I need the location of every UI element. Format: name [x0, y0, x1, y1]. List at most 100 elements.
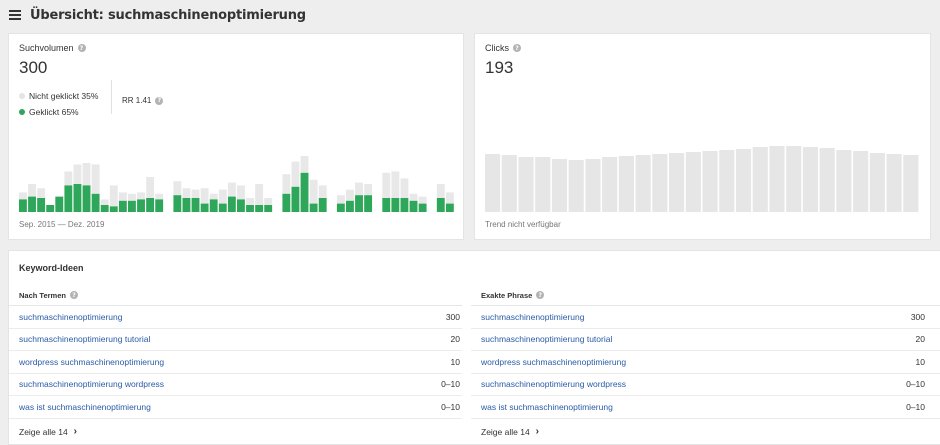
trend-bar [568, 160, 584, 212]
keyword-link[interactable]: suchmaschinenoptimierung wordpress [481, 379, 627, 390]
keyword-volume: 10 [915, 356, 925, 367]
keyword-link[interactable]: wordpress suchmaschinenoptimierung [19, 356, 165, 367]
bar-clicked [46, 205, 55, 212]
keyword-link[interactable]: was ist suchmaschinenoptimierung [19, 401, 151, 412]
keyword-volume: 0–10 [906, 379, 925, 390]
bar-clicked [364, 195, 373, 212]
bar-clicked [128, 200, 136, 212]
bar-not-clicked [37, 188, 46, 198]
bar-clicked [91, 193, 100, 212]
bar-not-clicked [246, 198, 254, 205]
bar-not-clicked [209, 193, 218, 200]
trend-bar [853, 151, 869, 212]
clicks-label: Clicks [485, 43, 509, 53]
trend-bar [685, 152, 701, 212]
not-clicked-dot-icon [19, 93, 25, 99]
bar-not-clicked [19, 192, 27, 200]
bar-clicked [309, 203, 318, 212]
legend-not-clicked-label: Nicht geklickt 35% [29, 91, 99, 101]
by-terms-column: Nach Termen ? suchmaschinenoptimierung 3… [9, 285, 462, 445]
bar-not-clicked [28, 184, 36, 197]
bar-clicked [64, 185, 73, 212]
chevron-right-icon: › [73, 426, 78, 437]
clicked-dot-icon [19, 109, 25, 115]
trend-bar [485, 154, 501, 212]
keyword-volume: 0–10 [441, 379, 460, 390]
bar-clicked [318, 198, 327, 212]
hamburger-menu-icon[interactable] [9, 10, 21, 20]
bar-clicked [400, 198, 409, 212]
rr-label: RR 1.41 [122, 96, 152, 105]
clicks-value: 193 [485, 58, 514, 77]
legend-divider [111, 80, 112, 114]
bar-clicked [291, 186, 300, 212]
search-volume-chart [19, 156, 454, 212]
show-all-button[interactable]: Zeige alle 14 › [9, 419, 462, 445]
help-icon[interactable]: ? [77, 44, 86, 52]
bar-clicked [418, 203, 427, 212]
keyword-ideas-card: Keyword-Ideen Nach Termen ? suchmaschine… [8, 250, 940, 445]
bar-clicked [37, 198, 46, 212]
by-terms-header: Nach Termen ? [9, 285, 462, 306]
table-row: wordpress suchmaschinenoptimierung 10 [471, 351, 940, 374]
bar-clicked [182, 198, 191, 212]
bar-not-clicked [200, 188, 209, 204]
bar-clicked [191, 198, 200, 212]
table-row: suchmaschinenoptimierung tutorial 20 [471, 329, 940, 351]
trend-bar [618, 156, 634, 212]
help-icon[interactable]: ? [536, 291, 545, 299]
keyword-link[interactable]: suchmaschinenoptimierung wordpress [19, 379, 165, 390]
bar-not-clicked [264, 198, 273, 205]
show-all-button[interactable]: Zeige alle 14 › [471, 419, 940, 445]
trend-bar [602, 157, 618, 212]
bar-clicked [209, 199, 218, 212]
keyword-volume: 10 [450, 356, 460, 367]
bar-clicked [173, 195, 182, 212]
trend-bar [702, 151, 718, 212]
table-row: suchmaschinenoptimierung wordpress 0–10 [471, 374, 940, 396]
legend-not-clicked: Nicht geklickt 35% [19, 88, 98, 104]
bar-clicked [109, 206, 118, 212]
bar-clicked [346, 200, 354, 212]
keyword-link[interactable]: suchmaschinenoptimierung tutorial [481, 334, 613, 345]
keyword-volume: 0–10 [441, 401, 460, 412]
keyword-link[interactable]: suchmaschinenoptimierung [19, 311, 123, 322]
bar-not-clicked [109, 185, 118, 207]
page-title: Übersicht: suchmaschinenoptimierung [30, 7, 306, 23]
table-row: suchmaschinenoptimierung 300 [9, 306, 462, 329]
table-row: suchmaschinenoptimierung 300 [471, 306, 940, 329]
bar-clicked [82, 185, 91, 212]
rr-metric: RR 1.41 ? [122, 96, 164, 105]
help-icon[interactable]: ? [69, 291, 78, 299]
help-icon[interactable]: ? [513, 44, 521, 52]
bar-clicked [255, 205, 264, 212]
bar-clicked [246, 205, 254, 212]
bar-not-clicked [118, 192, 127, 201]
bar-not-clicked [182, 188, 191, 198]
bar-not-clicked [218, 189, 227, 204]
keyword-link[interactable]: suchmaschinenoptimierung tutorial [19, 334, 151, 345]
bar-clicked [28, 196, 36, 212]
bar-not-clicked [400, 178, 409, 198]
keyword-volume: 20 [450, 334, 460, 345]
trend-bar [585, 159, 601, 212]
trend-bar [652, 154, 668, 212]
bar-clicked [264, 205, 273, 212]
keyword-link[interactable]: suchmaschinenoptimierung [481, 311, 585, 322]
trend-bar [735, 149, 752, 212]
exact-phrase-header-label: Exakte Phrase [481, 290, 533, 300]
trend-bar [635, 155, 651, 212]
trend-bar [752, 147, 768, 212]
keyword-volume: 300 [910, 311, 925, 322]
bar-not-clicked [137, 192, 145, 200]
keyword-link[interactable]: wordpress suchmaschinenoptimierung [481, 356, 627, 367]
trend-bar [769, 146, 785, 212]
date-range: Sep. 2015 — Dez. 2019 [19, 220, 105, 229]
bar-clicked [19, 199, 27, 212]
keyword-volume: 0–10 [906, 401, 925, 412]
keyword-link[interactable]: was ist suchmaschinenoptimierung [481, 401, 613, 412]
bar-clicked [137, 199, 145, 212]
trend-bar [669, 153, 685, 212]
bar-not-clicked [282, 174, 291, 194]
help-icon[interactable]: ? [155, 96, 164, 105]
